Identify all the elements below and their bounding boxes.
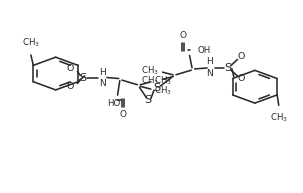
Text: S: S [79,73,87,83]
Text: H: H [206,57,213,66]
Text: O: O [120,110,127,119]
Text: N: N [206,69,213,78]
Text: S: S [225,63,232,73]
Text: S: S [154,83,161,93]
Text: O: O [238,74,245,83]
Text: O: O [179,31,186,40]
Text: CH$_3$: CH$_3$ [154,74,172,87]
Text: O: O [66,82,74,91]
Text: CH$_3$: CH$_3$ [22,36,40,49]
Text: S: S [144,96,151,106]
Text: HO: HO [107,99,120,108]
Text: O: O [66,64,74,73]
Text: CH$_3$: CH$_3$ [270,111,288,124]
Text: OH: OH [197,46,211,55]
Text: CH$_3$: CH$_3$ [154,84,172,97]
Text: N: N [99,79,106,88]
Text: CH$_3$: CH$_3$ [142,74,159,87]
Text: O: O [238,52,245,62]
Text: H: H [99,68,106,77]
Text: CH$_3$: CH$_3$ [142,64,159,77]
